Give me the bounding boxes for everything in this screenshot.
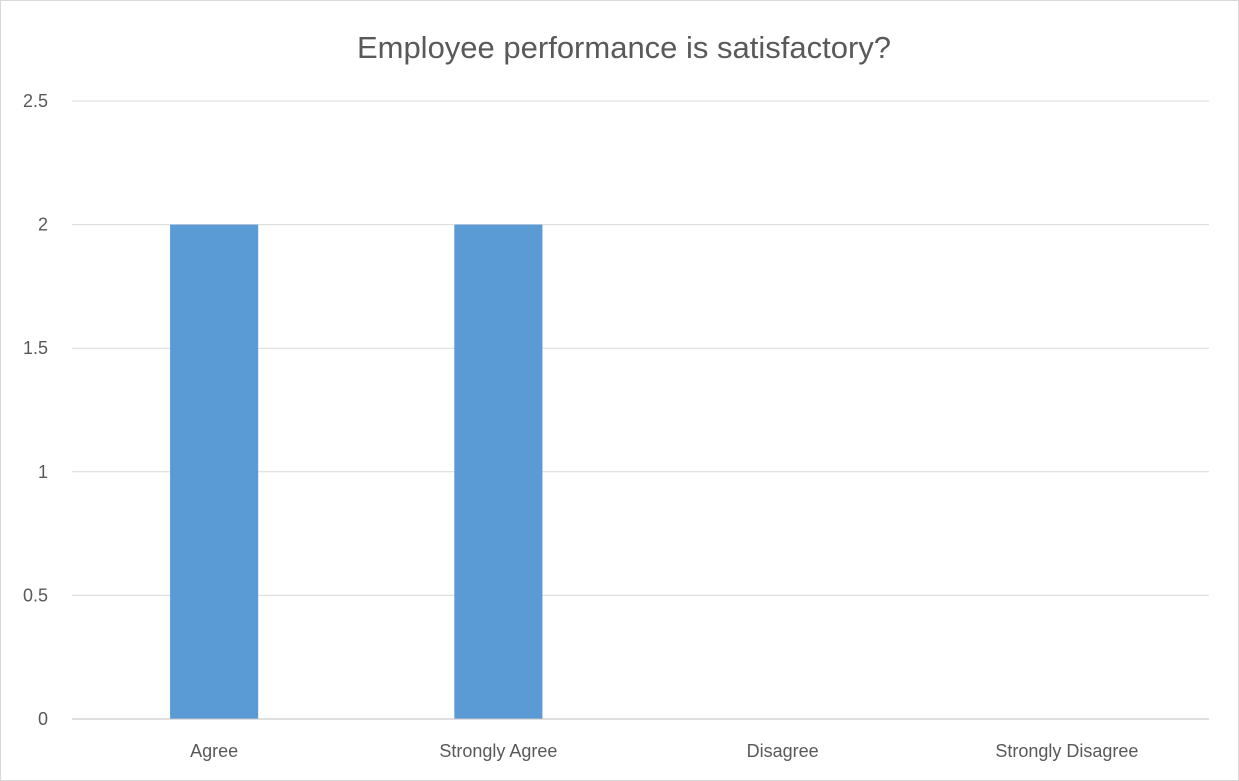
x-tick-label: Agree [190,741,238,761]
x-tick-label: Strongly Disagree [995,741,1138,761]
y-tick-label: 0 [38,709,48,729]
x-tick-label: Disagree [747,741,819,761]
x-axis-tick-labels: Agree Strongly Agree Disagree Strongly Disa… [190,741,1138,761]
bars [170,224,543,719]
y-tick-label: 2 [38,215,48,235]
x-tick-label: Strongly Agree [439,741,557,761]
chart-title: Employee performance is satisfactory? [357,30,891,65]
y-tick-label: 1 [38,462,48,482]
y-axis-tick-labels: 0 0.5 1 1.5 2 2.5 [23,91,48,729]
bar-agree [170,224,259,719]
gridlines [72,100,1209,596]
y-tick-label: 1.5 [23,338,48,358]
y-tick-label: 0.5 [23,585,48,605]
bar-strongly-agree [454,224,543,719]
y-tick-label: 2.5 [23,91,48,111]
